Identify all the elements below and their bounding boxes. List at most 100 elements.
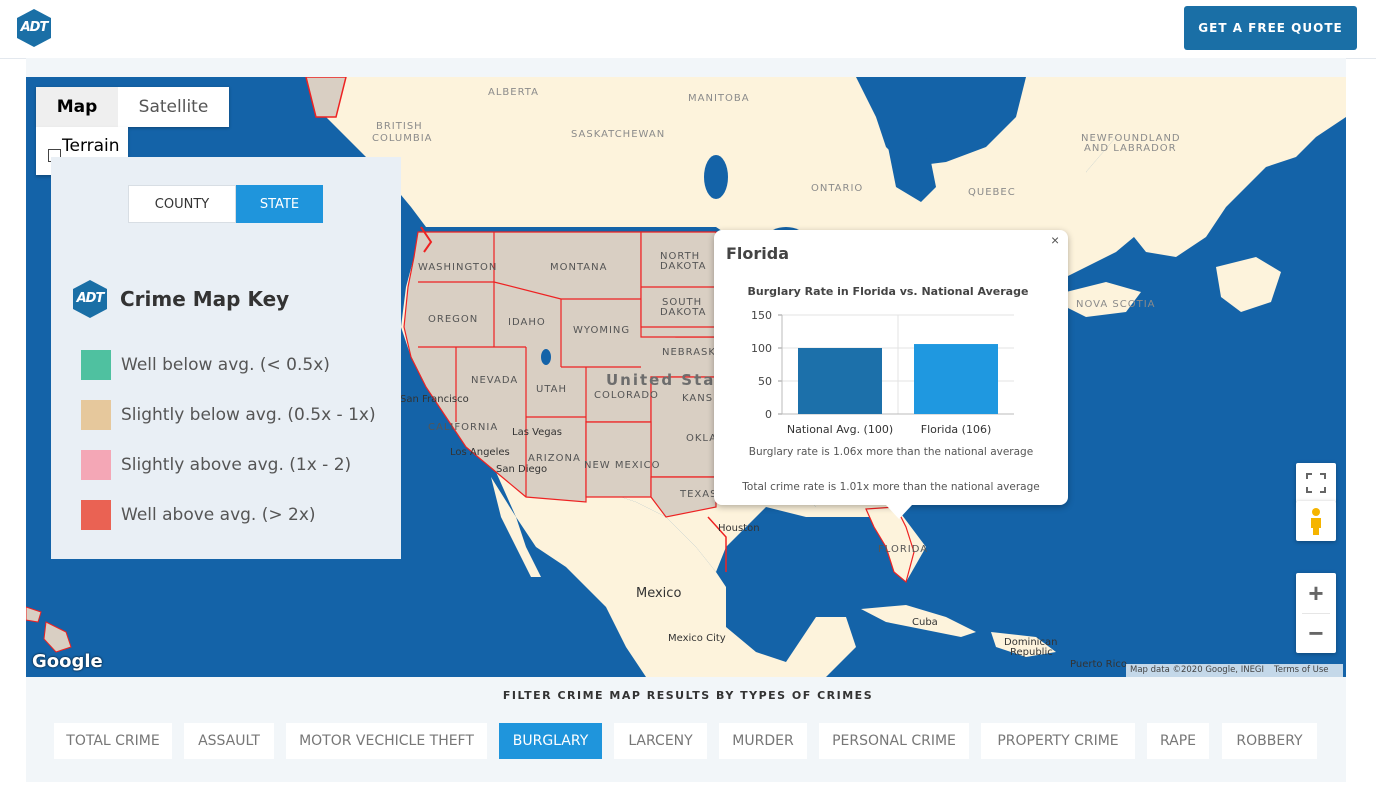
map-label-oklahoma: OKLA [686,433,718,444]
map-label-idaho: IDAHO [508,317,546,328]
legend-label: Well above avg. (> 2x) [121,505,316,525]
map-label-quebec: QUEBEC [968,187,1016,198]
legend-label: Well below avg. (< 0.5x) [121,355,330,375]
zoom-control: + − [1296,573,1336,653]
filter-burglary[interactable]: BURGLARY [499,723,602,759]
pegman-icon [1311,508,1321,535]
filter-assault[interactable]: ASSAULT [184,723,274,759]
crime-map[interactable]: ALBERTA MANITOBA BRITISH COLUMBIA SASKAT… [26,77,1346,677]
map-label-houston: Houston [718,523,760,534]
map-label-mexico-city: Mexico City [668,633,726,644]
crime-map-key-panel: COUNTY STATE ADT Crime Map Key Well belo… [51,157,401,559]
map-label-cuba: Cuba [912,617,938,628]
terms-of-use-link[interactable]: Terms of Use [1274,665,1329,675]
x-tick-label: Florida (106) [921,423,992,436]
map-label-british-columbia-2: COLUMBIA [372,133,433,144]
y-tick-label: 100 [751,342,772,355]
google-logo[interactable]: Google [32,651,103,672]
street-view-pegman[interactable] [1296,501,1336,541]
bar-0 [798,348,882,414]
map-label-new-mexico: NEW MEXICO [584,460,661,471]
y-tick-label: 150 [751,309,772,322]
filter-robbery[interactable]: ROBBERY [1222,723,1317,759]
site-header: ADT GET A FREE QUOTE [0,0,1376,59]
legend-item: Slightly below avg. (0.5x - 1x) [81,400,376,430]
map-data-attribution: Map data ©2020 Google, INEGI [1130,665,1265,675]
legend-swatch-well-above [81,500,111,530]
map-label-north-dakota-2: DAKOTA [660,261,707,272]
map-label-arizona: ARIZONA [528,453,581,464]
county-state-toggle: COUNTY STATE [128,185,323,223]
legend-item: Slightly above avg. (1x - 2) [81,450,351,480]
map-label-british-columbia-1: BRITISH [376,121,423,132]
total-crime-note: Total crime rate is 1.01x more than the … [742,481,1040,493]
map-label-puerto-rico: Puerto Rico [1070,659,1128,670]
y-tick-label: 50 [758,375,772,388]
map-label-united-states: United Stat [606,371,725,389]
burglary-rate-note: Burglary rate is 1.06x more than the nat… [748,446,1034,458]
state-info-popup: Florida × Burglary Rate in Florida vs. N… [714,230,1068,519]
map-label-florida: FLORIDA [878,544,929,555]
zoom-in-button[interactable]: + [1308,578,1324,608]
map-label-manitoba: MANITOBA [688,93,750,104]
legend-label: Slightly above avg. (1x - 2) [121,455,352,475]
map-label-nevada: NEVADA [471,375,519,386]
county-button[interactable]: COUNTY [128,185,236,223]
map-view-button[interactable]: Map [36,87,118,127]
terrain-label: Terrain [62,136,120,156]
map-label-south-dakota-1: SOUTH [662,297,703,308]
adt-logo[interactable]: ADT [14,8,54,48]
get-free-quote-button[interactable]: GET A FREE QUOTE [1184,6,1357,50]
map-label-california: CALIFORNIA [428,422,499,433]
legend-item: Well above avg. (> 2x) [81,500,316,530]
map-label-nebraska: NEBRASK [662,347,716,358]
map-label-mexico: Mexico [636,586,682,601]
map-label-saskatchewan: SASKATCHEWAN [571,129,666,140]
map-label-south-dakota-2: DAKOTA [660,307,707,318]
map-label-dominican-2: Republic [1010,647,1053,658]
map-label-nova-scotia: NOVA SCOTIA [1076,299,1156,310]
fullscreen-button[interactable] [1296,463,1336,503]
map-attribution: Map data ©2020 Google, INEGI Terms of Use [1126,664,1343,677]
zoom-out-button[interactable]: − [1308,618,1324,648]
map-label-montana: MONTANA [550,262,608,273]
filter-personal-crime[interactable]: PERSONAL CRIME [819,723,969,759]
map-label-alberta: ALBERTA [488,87,539,98]
map-label-texas: TEXAS [680,489,718,500]
filter-property-crime[interactable]: PROPERTY CRIME [981,723,1135,759]
filter-motor-vehicle-theft[interactable]: MOTOR VECHICLE THEFT [286,723,487,759]
map-label-kansas: KANS [682,393,714,404]
map-label-san-diego: San Diego [496,464,548,475]
filter-rape[interactable]: RAPE [1147,723,1209,759]
fullscreen-icon [1306,473,1326,493]
adt-logo-text: ADT [20,20,49,35]
filter-murder[interactable]: MURDER [719,723,807,759]
legend-swatch-slightly-below [81,400,111,430]
state-button[interactable]: STATE [236,185,323,223]
map-label-newfoundland-2: AND LABRADOR [1084,143,1177,154]
adt-key-logo-text: ADT [76,291,105,306]
close-icon[interactable]: × [1051,232,1060,248]
map-label-newfoundland-1: NEWFOUNDLAND [1081,133,1181,144]
filter-larceny[interactable]: LARCENY [614,723,707,759]
bar-1 [914,344,998,414]
filter-total-crime[interactable]: TOTAL CRIME [54,723,172,759]
filter-title: FILTER CRIME MAP RESULTS BY TYPES OF CRI… [502,689,874,702]
map-label-dominican-1: Dominican [1004,637,1058,648]
map-label-colorado: COLORADO [594,390,659,401]
map-label-los-angeles: Los Angeles [450,447,510,458]
map-label-san-francisco: San Francisco [400,394,469,405]
map-label-ontario: ONTARIO [811,183,864,194]
satellite-view-button[interactable]: Satellite [118,87,229,127]
legend-swatch-slightly-above [81,450,111,480]
map-label-utah: UTAH [536,384,568,395]
legend-label: Slightly below avg. (0.5x - 1x) [121,405,376,425]
adt-key-logo: ADT [70,279,110,319]
x-tick-label: National Avg. (100) [787,423,893,436]
chart-title: Burglary Rate in Florida vs. National Av… [748,285,1029,298]
map-type-control: Map Satellite [36,87,229,127]
map-label-oregon: OREGON [428,314,479,325]
map-label-las-vegas: Las Vegas [512,427,562,438]
map-label-washington: WASHINGTON [418,262,498,273]
popup-title: Florida [726,244,790,263]
